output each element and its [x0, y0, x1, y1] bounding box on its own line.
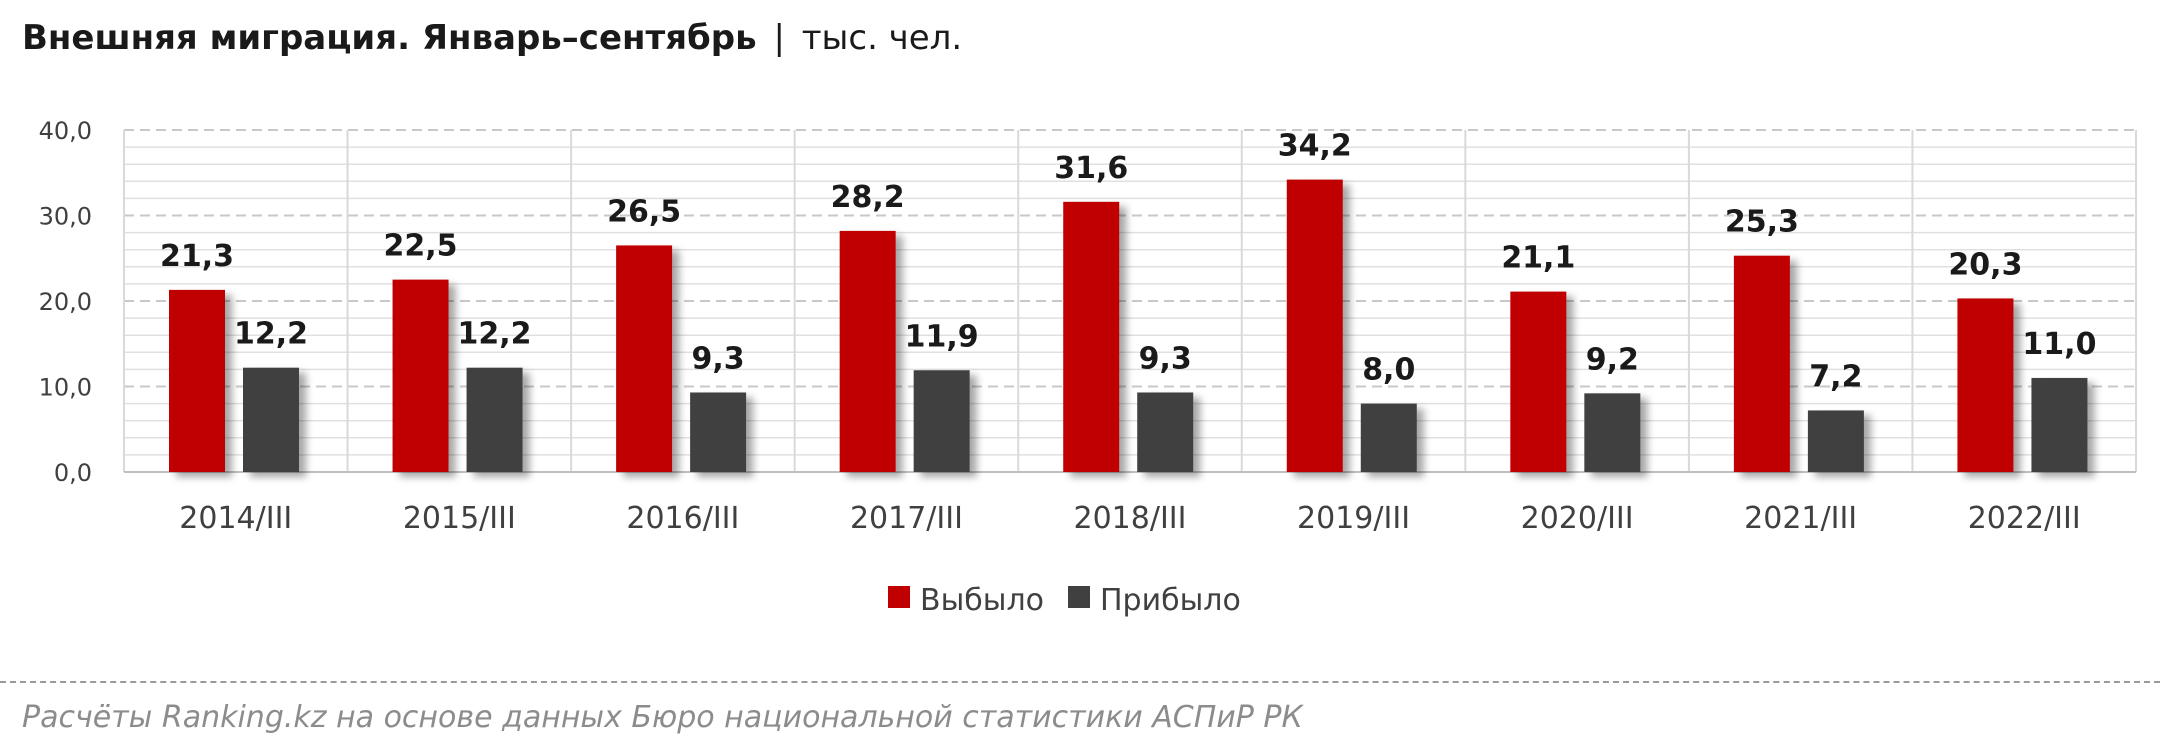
bar-pribylo	[243, 367, 299, 472]
data-label: 21,1	[1501, 241, 1575, 276]
data-label: 31,6	[1054, 151, 1128, 186]
x-tick-label: 2019/III	[1297, 501, 1410, 536]
data-label: 12,2	[458, 317, 532, 352]
y-tick-label: 10,0	[39, 374, 92, 402]
data-label: 25,3	[1725, 205, 1799, 240]
x-tick-label: 2018/III	[1074, 501, 1187, 536]
y-tick-label: 30,0	[39, 203, 92, 231]
data-label: 9,2	[1586, 342, 1639, 377]
bar-vybylo	[1510, 291, 1567, 472]
bar-pribylo	[1360, 403, 1417, 472]
data-label: 9,3	[1139, 341, 1192, 376]
x-tick-label: 2015/III	[403, 501, 516, 536]
bar-vybylo	[169, 289, 225, 472]
x-tick-label: 2021/III	[1744, 501, 1857, 536]
legend-swatch	[888, 586, 910, 608]
data-label: 20,3	[1948, 247, 2022, 282]
bar-pribylo	[2031, 377, 2088, 472]
data-label: 11,9	[905, 319, 979, 354]
bar-vybylo	[839, 230, 896, 472]
data-label: 26,5	[607, 194, 681, 229]
x-tick-label: 2016/III	[626, 501, 739, 536]
legend-label: Прибыло	[1100, 583, 1241, 618]
legend: Выбыло Прибыло	[888, 583, 1241, 618]
x-tick-label: 2020/III	[1521, 501, 1634, 536]
y-tick-label: 40,0	[39, 117, 92, 145]
y-tick-label: 0,0	[54, 459, 92, 487]
bar-vybylo	[1063, 201, 1120, 472]
labels-layer: 21,3 12,2 2014/III 22,5 12,2 2015/III 26,5 9,3 2…	[160, 129, 2096, 536]
chart-title: Внешняя миграция. Январь–сентябрь | тыс.…	[22, 12, 962, 64]
data-label: 21,3	[160, 239, 234, 274]
source-note: Расчёты Ranking.kz на основе данных Бюро…	[22, 700, 1303, 735]
data-label: 8,0	[1362, 353, 1415, 388]
bar-vybylo	[616, 245, 673, 472]
bar-pribylo	[1137, 392, 1194, 472]
x-tick-label: 2017/III	[850, 501, 963, 536]
data-label: 22,5	[384, 229, 458, 264]
bar-chart: 0,0 10,0 20,0 30,0 40,0 21,3 12,2 2014/III 22,5…	[39, 117, 2137, 618]
y-tick-label: 20,0	[39, 288, 92, 316]
bar-pribylo	[913, 370, 970, 472]
legend-swatch	[1068, 586, 1090, 608]
bar-vybylo	[392, 279, 449, 472]
grid-layer: 0,0 10,0 20,0 30,0 40,0	[39, 117, 2137, 487]
data-label: 11,0	[2022, 327, 2096, 362]
bar-vybylo	[1286, 179, 1343, 472]
chart-unit: тыс. чел.	[801, 18, 963, 58]
chart-title-text: Внешняя миграция. Январь–сентябрь	[22, 18, 757, 58]
data-label: 7,2	[1809, 359, 1862, 394]
title-separator: |	[773, 18, 785, 58]
bars-layer	[169, 179, 2088, 472]
source-divider	[0, 681, 2160, 683]
bar-pribylo	[1584, 393, 1641, 472]
data-label: 9,3	[692, 341, 745, 376]
bar-pribylo	[466, 367, 523, 472]
x-tick-label: 2014/III	[179, 501, 292, 536]
data-label: 28,2	[831, 180, 905, 215]
bar-vybylo	[1957, 298, 2014, 472]
data-label: 34,2	[1278, 129, 1352, 164]
bar-pribylo	[690, 392, 747, 472]
legend-label: Выбыло	[920, 583, 1044, 618]
bar-pribylo	[1807, 410, 1864, 472]
x-tick-label: 2022/III	[1968, 501, 2081, 536]
data-label: 12,2	[234, 317, 308, 352]
bar-vybylo	[1733, 255, 1790, 472]
